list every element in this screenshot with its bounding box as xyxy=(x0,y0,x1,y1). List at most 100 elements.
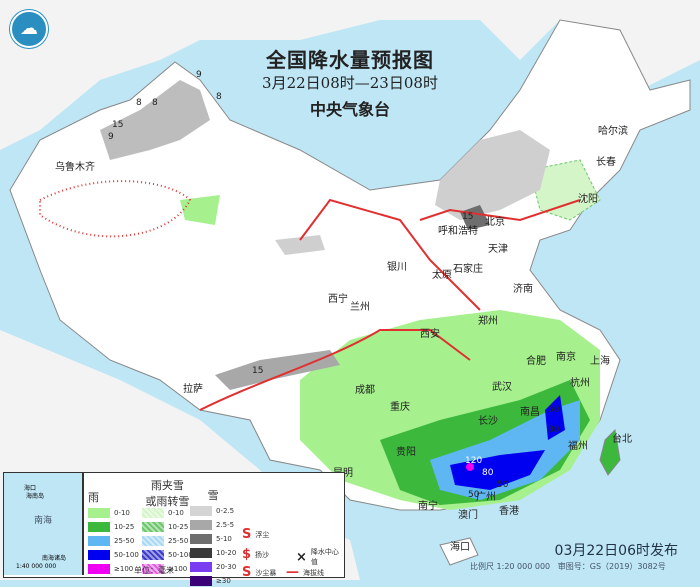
city-label: 天津 xyxy=(488,244,508,255)
legend-label: 50-100 xyxy=(168,551,193,559)
city-label: 贵阳 xyxy=(396,447,416,458)
legend-label: 25-50 xyxy=(168,537,189,545)
precip-center-value: 50 xyxy=(497,480,509,490)
city-label: 长沙 xyxy=(478,416,498,427)
inset-island-label: 海南岛 xyxy=(26,493,45,500)
legend-item: 2.5-5 xyxy=(190,519,236,531)
legend-swatch xyxy=(190,520,212,530)
city-label: 北京 xyxy=(485,217,505,228)
city-label: 上海 xyxy=(590,356,610,367)
inset-scale: 1:40 000 000 xyxy=(16,563,57,570)
legend-swatch xyxy=(190,506,212,516)
snow-zone-xinjiang xyxy=(100,80,210,160)
city-label: 银川 xyxy=(387,262,407,273)
city-label: 香港 xyxy=(499,506,519,517)
legend-label: ≥100 xyxy=(114,565,134,573)
city-label: 澳门 xyxy=(458,510,478,521)
legend-swatch xyxy=(190,562,212,572)
city-label: 西宁 xyxy=(328,294,348,305)
cma-logo-icon: ☁ xyxy=(10,10,48,48)
legend-mixed: 雨夹雪 或雨转雪 0-10 10-25 25-50 50-100 ≥100 xyxy=(142,477,193,575)
legend-item: ≥100 xyxy=(142,563,193,575)
city-label: 合肥 xyxy=(526,356,546,367)
inset-islands-label: 南海诸岛 xyxy=(42,555,67,562)
legend-blowing-sand: $ 扬沙 xyxy=(242,547,270,562)
inset-city-label: 海口 xyxy=(24,485,37,492)
rain-zone-west xyxy=(180,195,410,390)
map-period: 3月22日08时—23日08时 xyxy=(262,74,438,92)
city-label: 太原 xyxy=(432,270,452,281)
legend-label: 2.5-5 xyxy=(216,521,235,529)
city-label: 济南 xyxy=(513,284,533,295)
snow-zone-qinghai xyxy=(275,235,325,255)
city-label: 台北 xyxy=(612,434,632,445)
legend-plateau-line: — 海拔线 xyxy=(286,565,324,580)
legend-item: 25-50 xyxy=(142,535,193,547)
south-china-sea-inset: 南海 海口 海南岛 南海诸岛 1:40 000 000 xyxy=(4,473,84,575)
legend-swatch xyxy=(88,522,110,532)
legend-swatch xyxy=(88,564,110,574)
city-label: 拉萨 xyxy=(183,384,203,395)
legend-swatch xyxy=(142,522,164,532)
legend-swatch xyxy=(88,536,110,546)
city-label: 广州 xyxy=(476,492,496,503)
city-label: 沈阳 xyxy=(578,194,598,205)
legend-mixed-title: 雨夹雪 或雨转雪 xyxy=(145,479,190,508)
inset-sea-label: 南海 xyxy=(34,516,53,526)
city-label: 成都 xyxy=(355,385,375,396)
snow-zone-north-heavy xyxy=(460,205,490,230)
city-label: 石家庄 xyxy=(453,264,483,275)
legend-label: ≥100 xyxy=(168,565,188,573)
legend-label: 10-20 xyxy=(216,549,237,557)
rain-zone-extreme xyxy=(466,463,474,471)
map-agency: 中央气象台 xyxy=(309,100,390,119)
rain-zone-rainstorm xyxy=(450,395,565,490)
map-scale: 比例尺 1:20 000 000 审图号：GS（2019）3082号 xyxy=(470,562,666,571)
map-legend: 南海 海口 海南岛 南海诸岛 1:40 000 000 雨 0-10 10-25 2… xyxy=(3,472,345,586)
legend-item: 0-2.5 xyxy=(190,505,236,517)
map-title: 全国降水量预报图 xyxy=(266,48,434,72)
city-label: 哈尔滨 xyxy=(598,126,628,137)
rain-zone-north xyxy=(529,159,601,221)
city-label: 郑州 xyxy=(478,316,498,327)
precip-center-value: 50 xyxy=(548,405,560,415)
legend-snow-title: 雪 xyxy=(207,489,219,502)
legend-sandstorm: S 沙尘暴 xyxy=(242,565,277,580)
legend-item: 10-20 xyxy=(190,547,236,559)
issue-time: 03月22日06时发布 xyxy=(554,543,678,559)
precip-center-value: 8 xyxy=(136,98,142,108)
legend-label: 10-25 xyxy=(168,523,189,531)
legend-swatch xyxy=(142,508,164,518)
precip-center-value: 8 xyxy=(152,98,158,108)
city-label: 海口 xyxy=(450,542,470,553)
legend-swatch xyxy=(190,576,212,586)
precip-center-value: 80 xyxy=(548,425,560,435)
precip-center-value: 9 xyxy=(108,132,114,142)
city-label: 杭州 xyxy=(570,378,590,389)
legend-item: 20-30 xyxy=(190,561,236,573)
legend-precip-center: × 降水中心值 xyxy=(296,548,339,566)
snow-zone-tibet xyxy=(215,350,340,390)
taiwan-island xyxy=(599,428,621,476)
precip-center-value: 80 xyxy=(482,468,494,478)
city-label: 呼和浩特 xyxy=(438,226,478,237)
precip-center-value: 120 xyxy=(465,456,483,466)
legend-swatch xyxy=(142,536,164,546)
legend-label: 0-2.5 xyxy=(216,507,235,515)
city-label: 南京 xyxy=(556,352,576,363)
legend-item: 0-10 xyxy=(88,507,139,519)
legend-snow: 雪 0-2.5 2.5-5 5-10 10-20 20-30 ≥30 xyxy=(190,487,236,587)
legend-rain-title: 雨 xyxy=(88,491,99,504)
city-label: 南宁 xyxy=(418,501,438,512)
city-label: 南昌 xyxy=(520,407,540,418)
legend-label: 5-10 xyxy=(216,535,232,543)
city-label: 武汉 xyxy=(492,382,512,393)
legend-swatch xyxy=(88,550,110,560)
precip-center-value: 15 xyxy=(252,366,264,376)
city-label: 福州 xyxy=(568,441,588,452)
city-label: 兰州 xyxy=(350,302,370,313)
legend-label: 0-10 xyxy=(168,509,184,517)
city-label: 乌鲁木齐 xyxy=(55,162,95,173)
legend-item: 25-50 xyxy=(88,535,139,547)
